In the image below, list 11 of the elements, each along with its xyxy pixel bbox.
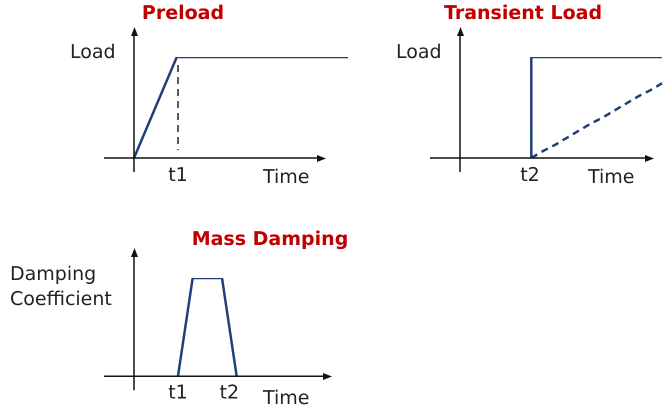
x-axis-title: Time bbox=[588, 166, 634, 188]
chart-title: Mass Damping bbox=[192, 228, 348, 250]
chart-title: Preload bbox=[142, 2, 224, 24]
chart-title: Transient Load bbox=[444, 2, 602, 24]
y-axis-title: Load bbox=[70, 40, 117, 65]
x-axis-title: Time bbox=[263, 166, 310, 188]
y-axis-title: Damping Coefficient bbox=[10, 262, 113, 312]
x-axis-title: Time bbox=[263, 387, 310, 409]
text: t2 bbox=[520, 164, 540, 186]
y-axis-title: Load bbox=[396, 40, 443, 65]
text: t1 bbox=[168, 164, 188, 186]
